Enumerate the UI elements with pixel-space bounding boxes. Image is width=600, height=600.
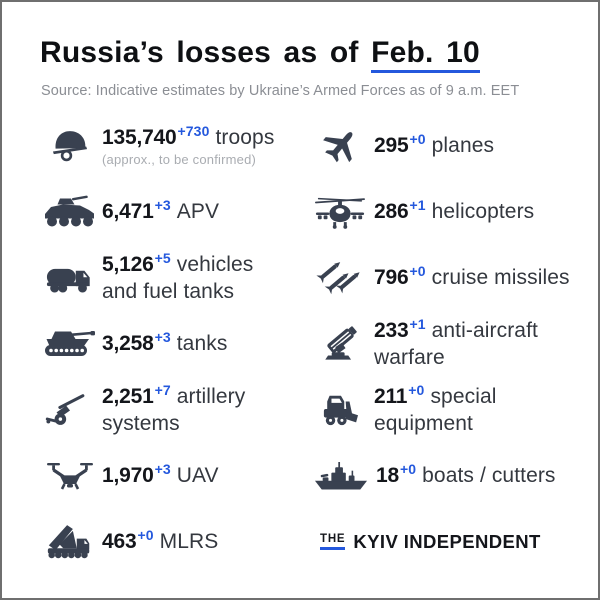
stat-text: 3,258+3 tanks [102,330,227,357]
stat-value: 6,471 [102,200,154,224]
stat-label: boats / cutters [422,464,556,488]
apv-icon [40,194,100,230]
jet-icon [314,127,366,165]
boat-icon [314,459,368,492]
helicopter-icon [314,193,366,230]
stats-column-right: 295+0 planes 286+1 helicopters 796+0 cruise… [314,113,586,575]
stat-label: special [430,384,497,408]
stat-row-skid-steer: 211+0 special equipment [314,377,586,443]
stat-row-apv: 6,471+3 APV [40,179,314,245]
stats-column-left: 135,740+730 troops (approx., to be confirm… [40,113,314,575]
title-date: Feb. 10 [371,36,480,73]
source-note: Source: Indicative estimates by Ukraine’… [41,82,520,99]
stat-value: 233 [374,318,409,342]
stat-row-tank: 3,258+3 tanks [40,311,314,377]
stats-grid: 135,740+730 troops (approx., to be confirm… [40,113,586,575]
stat-text: 286+1 helicopters [374,198,534,225]
tank-icon [40,327,100,361]
stat-text: 5,126+5 vehicles and fuel tanks [102,251,253,306]
stat-value: 295 [374,134,409,158]
stat-delta: +3 [154,461,171,478]
stat-label: troops [215,126,275,150]
stat-label: planes [431,134,495,158]
stat-text: 463+0 MLRS [102,528,218,555]
fuel-truck-icon [40,259,100,296]
stat-delta: +3 [154,329,171,346]
stat-row-missiles: 796+0 cruise missiles [314,245,586,311]
stat-value: 286 [374,200,409,224]
stat-text: 1,970+3 UAV [102,462,219,489]
stat-row-jet: 295+0 planes [314,113,586,179]
stat-label: artillery [176,384,246,408]
stat-text: 295+0 planes [374,132,494,159]
stat-delta: +1 [409,315,426,332]
stat-delta: +0 [409,263,426,280]
stat-row-anti-aircraft: 233+1 anti-aircraft warfare [314,311,586,377]
stat-delta: +730 [177,123,210,140]
stat-delta: +0 [409,131,426,148]
stat-value: 796 [374,266,409,290]
stat-row-artillery: 2,251+7 artillery systems [40,377,314,443]
stat-text: 6,471+3 APV [102,198,219,225]
skid-steer-icon [314,392,366,428]
stat-text: 2,251+7 artillery systems [102,383,245,438]
stat-delta: +0 [399,461,417,478]
stat-delta: +1 [409,197,426,214]
stat-label: vehicles [176,252,254,276]
page-title: Russia’s losses as of Feb. 10 [40,36,586,73]
helmet-icon [40,127,100,164]
stat-label: helicopters [431,200,535,224]
stat-value: 18 [376,464,399,488]
stat-row-drone: 1,970+3 UAV [40,443,314,509]
stat-value: 1,970 [102,464,154,488]
stat-label: systems [102,411,180,435]
stat-text: 211+0 special equipment [374,383,497,438]
drone-icon [40,459,100,493]
stat-delta: +0 [408,381,425,398]
stat-delta: +7 [154,381,171,398]
stat-text: 796+0 cruise missiles [374,264,570,291]
stat-row-fuel-truck: 5,126+5 vehicles and fuel tanks [40,245,314,311]
stat-label: equipment [374,411,473,435]
stat-value: 211 [374,384,408,408]
stat-label: warfare [374,345,445,369]
kyiv-independent-logo: THE KYIV INDEPENDENT [314,509,586,575]
mlrs-icon [40,523,100,560]
missiles-icon [314,259,366,296]
stat-label: UAV [176,464,219,488]
stat-value: 135,740 [102,126,177,150]
title-text: Russia’s losses as of [40,36,372,69]
stat-label: APV [176,200,220,224]
stat-delta: +0 [137,527,154,544]
stat-label: anti-aircraft [431,318,538,342]
stat-label: tanks [176,332,228,356]
stat-value: 3,258 [102,332,154,356]
stat-row-boat: 18+0 boats / cutters [314,443,586,509]
stat-row-helmet: 135,740+730 troops (approx., to be confirm… [40,113,314,179]
stat-value: 463 [102,530,137,554]
stat-label: and fuel tanks [102,279,235,303]
stat-label: cruise missiles [431,266,570,290]
artillery-icon [40,391,100,428]
stat-value: 5,126 [102,252,154,276]
stat-note: (approx., to be confirmed) [102,152,257,168]
anti-aircraft-icon [314,325,366,362]
stat-text: 233+1 anti-aircraft warfare [374,317,538,372]
logo-the: THE [320,533,346,551]
stat-text: 135,740+730 troops (approx., to be confirm… [102,124,274,168]
stat-delta: +5 [154,249,171,266]
logo-wordmark: KYIV INDEPENDENT [353,530,541,552]
stat-value: 2,251 [102,384,154,408]
stat-row-mlrs: 463+0 MLRS [40,509,314,575]
stat-row-helicopter: 286+1 helicopters [314,179,586,245]
stat-delta: +3 [154,197,171,214]
stat-text: 18+0 boats / cutters [376,462,556,489]
stat-label: MLRS [159,530,219,554]
